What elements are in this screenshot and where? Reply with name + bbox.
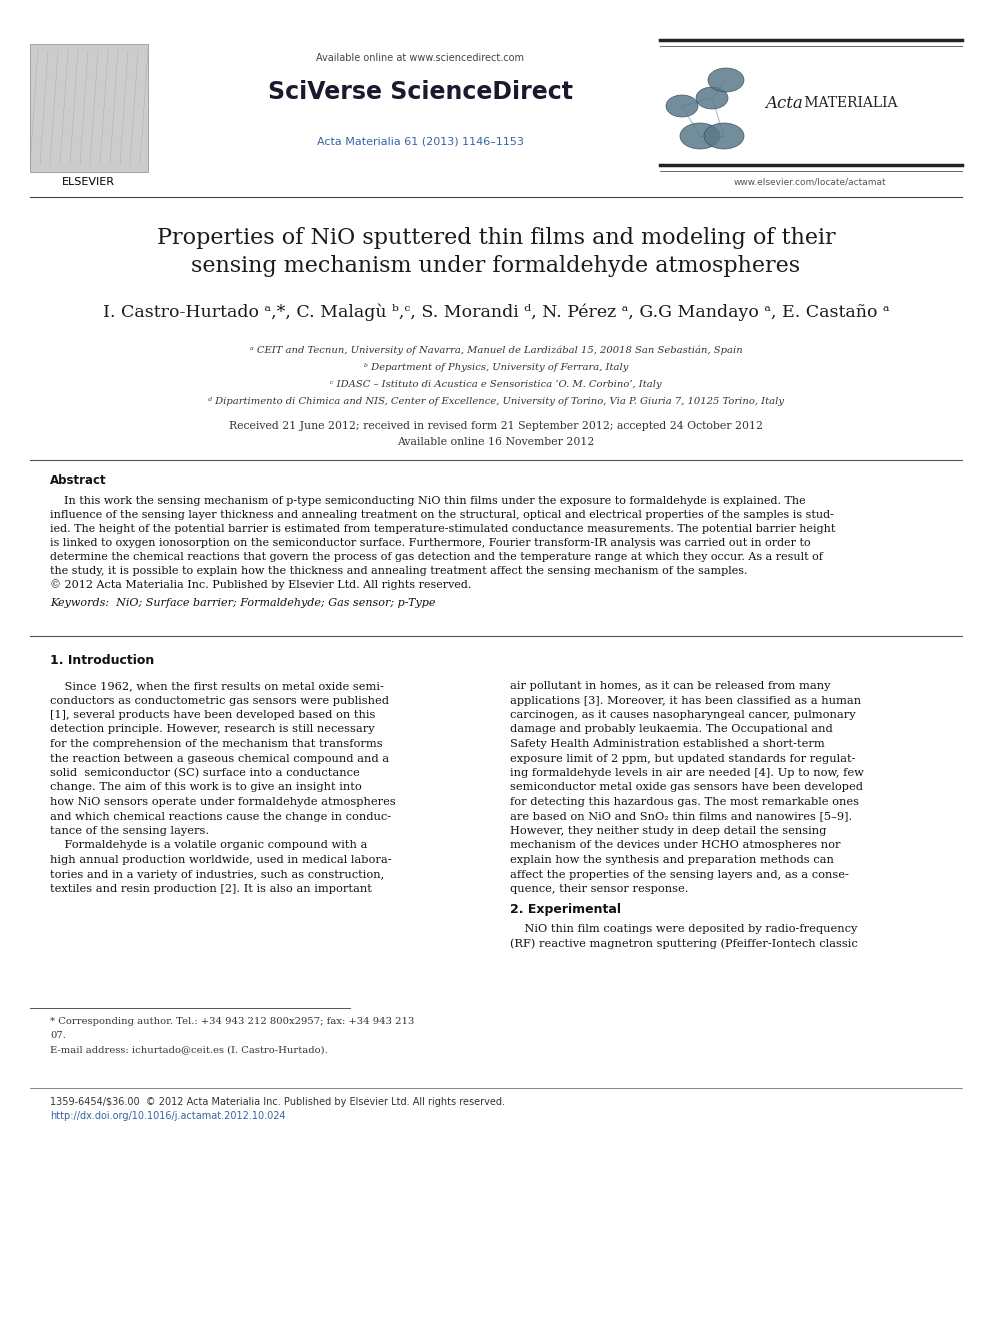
Text: ᵇ Department of Physics, University of Ferrara, Italy: ᵇ Department of Physics, University of F…	[364, 363, 628, 372]
Text: 1. Introduction: 1. Introduction	[50, 654, 154, 667]
Text: explain how the synthesis and preparation methods can: explain how the synthesis and preparatio…	[510, 855, 834, 865]
Text: I. Castro-Hurtado ᵃ,*, C. Malagù ᵇ,ᶜ, S. Morandi ᵈ, N. Pérez ᵃ, G.G Mandayo ᵃ, E: I. Castro-Hurtado ᵃ,*, C. Malagù ᵇ,ᶜ, S.…	[103, 303, 889, 320]
Text: © 2012 Acta Materialia Inc. Published by Elsevier Ltd. All rights reserved.: © 2012 Acta Materialia Inc. Published by…	[50, 579, 471, 590]
Text: determine the chemical reactions that govern the process of gas detection and th: determine the chemical reactions that go…	[50, 552, 823, 562]
Text: Since 1962, when the first results on metal oxide semi-: Since 1962, when the first results on me…	[50, 681, 384, 691]
Text: the reaction between a gaseous chemical compound and a: the reaction between a gaseous chemical …	[50, 754, 389, 763]
Ellipse shape	[666, 95, 698, 116]
Text: ᶜ IDASC – Istituto di Acustica e Sensoristica ‘O. M. Corbino’, Italy: ᶜ IDASC – Istituto di Acustica e Sensori…	[330, 380, 662, 389]
Text: http://dx.doi.org/10.1016/j.actamat.2012.10.024: http://dx.doi.org/10.1016/j.actamat.2012…	[50, 1111, 286, 1121]
Text: Properties of NiO sputtered thin films and modeling of their: Properties of NiO sputtered thin films a…	[157, 228, 835, 249]
FancyBboxPatch shape	[30, 44, 148, 172]
Text: E-mail address: ichurtado@ceit.es (I. Castro-Hurtado).: E-mail address: ichurtado@ceit.es (I. Ca…	[50, 1045, 327, 1054]
Text: influence of the sensing layer thickness and annealing treatment on the structur: influence of the sensing layer thickness…	[50, 509, 834, 520]
Text: NiO thin film coatings were deposited by radio-frequency: NiO thin film coatings were deposited by…	[510, 925, 857, 934]
Text: Keywords:  NiO; Surface barrier; Formaldehyde; Gas sensor; p-Type: Keywords: NiO; Surface barrier; Formalde…	[50, 598, 435, 609]
Text: * Corresponding author. Tel.: +34 943 212 800x2957; fax: +34 943 213: * Corresponding author. Tel.: +34 943 21…	[50, 1017, 415, 1027]
Text: Received 21 June 2012; received in revised form 21 September 2012; accepted 24 O: Received 21 June 2012; received in revis…	[229, 421, 763, 431]
Text: solid  semiconductor (SC) surface into a conductance: solid semiconductor (SC) surface into a …	[50, 767, 360, 778]
Text: change. The aim of this work is to give an insight into: change. The aim of this work is to give …	[50, 782, 362, 792]
Text: SciVerse ScienceDirect: SciVerse ScienceDirect	[268, 79, 572, 105]
Text: Available online 16 November 2012: Available online 16 November 2012	[398, 437, 594, 447]
Text: affect the properties of the sensing layers and, as a conse-: affect the properties of the sensing lay…	[510, 869, 849, 880]
Text: are based on NiO and SnO₂ thin films and nanowires [5–9].: are based on NiO and SnO₂ thin films and…	[510, 811, 852, 822]
Ellipse shape	[704, 123, 744, 149]
Text: tories and in a variety of industries, such as construction,: tories and in a variety of industries, s…	[50, 869, 384, 880]
Text: www.elsevier.com/locate/actamat: www.elsevier.com/locate/actamat	[734, 177, 886, 187]
Text: semiconductor metal oxide gas sensors have been developed: semiconductor metal oxide gas sensors ha…	[510, 782, 863, 792]
Text: and which chemical reactions cause the change in conduc-: and which chemical reactions cause the c…	[50, 811, 391, 822]
Text: conductors as conductometric gas sensors were published: conductors as conductometric gas sensors…	[50, 696, 389, 705]
Text: However, they neither study in deep detail the sensing: However, they neither study in deep deta…	[510, 826, 826, 836]
Text: Acta: Acta	[765, 94, 803, 111]
Text: ied. The height of the potential barrier is estimated from temperature-stimulate: ied. The height of the potential barrier…	[50, 524, 835, 534]
Text: 2. Experimental: 2. Experimental	[510, 904, 621, 916]
Text: is linked to oxygen ionosorption on the semiconductor surface. Furthermore, Four: is linked to oxygen ionosorption on the …	[50, 538, 810, 548]
Text: detection principle. However, research is still necessary: detection principle. However, research i…	[50, 725, 375, 734]
Ellipse shape	[680, 123, 720, 149]
Text: 07.: 07.	[50, 1031, 65, 1040]
Text: 1359-6454/$36.00  © 2012 Acta Materialia Inc. Published by Elsevier Ltd. All rig: 1359-6454/$36.00 © 2012 Acta Materialia …	[50, 1097, 505, 1107]
Text: textiles and resin production [2]. It is also an important: textiles and resin production [2]. It is…	[50, 884, 372, 894]
Text: Formaldehyde is a volatile organic compound with a: Formaldehyde is a volatile organic compo…	[50, 840, 367, 851]
Text: for detecting this hazardous gas. The most remarkable ones: for detecting this hazardous gas. The mo…	[510, 796, 859, 807]
Ellipse shape	[708, 67, 744, 93]
Text: ᵃ CEIT and Tecnun, University of Navarra, Manuel de Lardizábal 15, 20018 San Seb: ᵃ CEIT and Tecnun, University of Navarra…	[250, 345, 742, 355]
Text: Available online at www.sciencedirect.com: Available online at www.sciencedirect.co…	[316, 53, 524, 64]
Ellipse shape	[696, 87, 728, 108]
Text: In this work the sensing mechanism of p-type semiconducting NiO thin films under: In this work the sensing mechanism of p-…	[50, 496, 806, 505]
Text: Safety Health Administration established a short-term: Safety Health Administration established…	[510, 740, 824, 749]
Text: ELSEVIER: ELSEVIER	[62, 177, 114, 187]
Text: damage and probably leukaemia. The Occupational and: damage and probably leukaemia. The Occup…	[510, 725, 832, 734]
Text: applications [3]. Moreover, it has been classified as a human: applications [3]. Moreover, it has been …	[510, 696, 861, 705]
Text: sensing mechanism under formaldehyde atmospheres: sensing mechanism under formaldehyde atm…	[191, 255, 801, 277]
Text: carcinogen, as it causes nasopharyngeal cancer, pulmonary: carcinogen, as it causes nasopharyngeal …	[510, 710, 856, 720]
Text: exposure limit of 2 ppm, but updated standards for regulat-: exposure limit of 2 ppm, but updated sta…	[510, 754, 855, 763]
Text: for the comprehension of the mechanism that transforms: for the comprehension of the mechanism t…	[50, 740, 383, 749]
Text: Acta Materialia 61 (2013) 1146–1153: Acta Materialia 61 (2013) 1146–1153	[316, 138, 524, 147]
Text: mechanism of the devices under HCHO atmospheres nor: mechanism of the devices under HCHO atmo…	[510, 840, 840, 851]
Text: the study, it is possible to explain how the thickness and annealing treatment a: the study, it is possible to explain how…	[50, 566, 748, 576]
Text: ᵈ Dipartimento di Chimica and NIS, Center of Excellence, University of Torino, V: ᵈ Dipartimento di Chimica and NIS, Cente…	[208, 397, 784, 406]
Text: [1], several products have been developed based on this: [1], several products have been develope…	[50, 710, 375, 720]
Text: quence, their sensor response.: quence, their sensor response.	[510, 884, 688, 894]
Text: (RF) reactive magnetron sputtering (Pfeiffer-Iontech classic: (RF) reactive magnetron sputtering (Pfei…	[510, 939, 858, 950]
Text: Abstract: Abstract	[50, 475, 106, 487]
Text: air pollutant in homes, as it can be released from many: air pollutant in homes, as it can be rel…	[510, 681, 830, 691]
Text: how NiO sensors operate under formaldehyde atmospheres: how NiO sensors operate under formaldehy…	[50, 796, 396, 807]
Text: high annual production worldwide, used in medical labora-: high annual production worldwide, used i…	[50, 855, 392, 865]
Text: MATERIALIA: MATERIALIA	[800, 97, 898, 110]
Text: ing formaldehyde levels in air are needed [4]. Up to now, few: ing formaldehyde levels in air are neede…	[510, 767, 864, 778]
Text: tance of the sensing layers.: tance of the sensing layers.	[50, 826, 209, 836]
